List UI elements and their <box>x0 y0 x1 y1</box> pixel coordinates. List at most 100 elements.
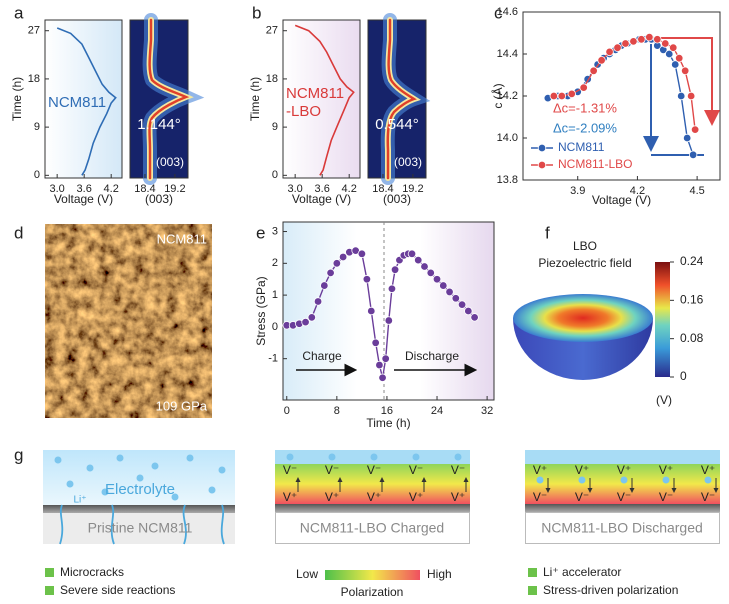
x-tick-label: 3.0 <box>50 183 65 195</box>
y-tick-label: 18 <box>266 73 278 85</box>
shift-label: 0.544° <box>375 116 419 133</box>
point <box>357 249 367 258</box>
point <box>680 66 690 75</box>
point <box>549 91 559 101</box>
x-axis-label: (003) <box>145 192 173 206</box>
charge-label: V⁻ <box>367 463 381 477</box>
x-axis-label: Voltage (V) <box>292 192 351 206</box>
charge-label: V⁻ <box>451 463 465 477</box>
ion <box>578 476 586 484</box>
legend-label: NCM811-LBO <box>558 157 632 171</box>
annotation: Δc=-1.31% <box>553 100 617 115</box>
y-tick-label: 13.8 <box>497 174 518 186</box>
x-tick-label: 19.2 <box>164 183 185 195</box>
charge-label: V⁺ <box>575 463 589 477</box>
polarization-bar <box>325 570 420 580</box>
panel-label: e <box>256 223 265 242</box>
x-tick-label: 3.0 <box>288 183 303 195</box>
y-tick-label: -1 <box>268 353 278 365</box>
y-tick-label: 9 <box>272 121 278 133</box>
point <box>690 125 700 134</box>
low-label: Low <box>296 567 318 581</box>
x-tick-label: 3.6 <box>315 183 330 195</box>
x-tick-label: 16 <box>381 405 393 417</box>
cathode <box>43 513 235 544</box>
title: LBO <box>573 239 597 253</box>
charge-label: V⁻ <box>617 490 631 504</box>
point <box>688 150 698 159</box>
x-tick-label: 32 <box>481 405 493 417</box>
x-tick-label: 4.2 <box>342 183 357 195</box>
charge-label: V⁺ <box>617 463 631 477</box>
ion <box>370 453 378 461</box>
plot-frame <box>282 19 361 179</box>
point <box>661 39 670 48</box>
unit: (V) <box>656 393 672 407</box>
legend-swatch <box>45 568 54 577</box>
interface <box>43 505 235 513</box>
y-tick-label: 0 <box>34 169 40 181</box>
y-axis-label: Time (h) <box>248 77 262 121</box>
y-axis-label: Stress (GPa) <box>254 276 268 345</box>
charge-label: V⁺ <box>283 490 297 504</box>
point <box>439 281 448 290</box>
legend-label: Severe side reactions <box>60 583 175 597</box>
legend-swatch <box>45 586 54 595</box>
point <box>407 249 417 258</box>
charge-label: V⁺ <box>367 490 381 504</box>
charge-label: V⁺ <box>701 463 715 477</box>
charge-label: V⁻ <box>325 463 339 477</box>
curve <box>294 24 355 176</box>
curve-label: NCM811 <box>286 85 344 102</box>
y-tick-label: 0 <box>272 321 278 333</box>
point <box>671 60 680 69</box>
electrolyte <box>525 450 720 464</box>
x-tick-label: 18.4 <box>134 183 155 195</box>
y-tick-label: 27 <box>266 25 278 37</box>
point <box>378 373 387 382</box>
point <box>629 37 638 46</box>
interface <box>525 504 720 512</box>
arrow <box>648 37 720 126</box>
afm-image <box>45 224 212 418</box>
y-tick-label: 2 <box>272 257 278 269</box>
annotation: Charge <box>302 349 342 363</box>
point <box>338 252 348 262</box>
panel-label: d <box>14 223 23 242</box>
ion <box>662 476 670 484</box>
sample-label: NCM811 <box>157 231 207 246</box>
y-tick-label: 3 <box>272 225 278 237</box>
charge-label: V⁻ <box>575 490 589 504</box>
x-tick-label: 3.9 <box>570 185 585 197</box>
point <box>426 268 435 278</box>
polarization-label: Polarization <box>341 585 404 599</box>
ion <box>328 453 336 461</box>
point <box>301 317 310 327</box>
x-axis-label: Voltage (V) <box>54 192 113 206</box>
colorbar <box>655 262 670 377</box>
x-axis-label: Time (h) <box>366 416 410 430</box>
x-tick-label: 3.6 <box>77 183 92 195</box>
annotation: Discharge <box>405 349 459 363</box>
point <box>676 91 686 101</box>
y-tick-label: 18 <box>28 73 40 85</box>
point <box>675 54 684 63</box>
charge-label: V⁻ <box>659 490 673 504</box>
colorbar-tick-label: 0.16 <box>680 293 704 307</box>
point <box>326 268 335 278</box>
ion <box>412 453 420 461</box>
legend-label: Stress-driven polarization <box>543 583 678 597</box>
x-axis-label: Voltage (V) <box>592 193 651 207</box>
point <box>637 35 646 44</box>
legend-label: Li⁺ accelerator <box>543 565 621 579</box>
ion-label: Li⁺ <box>73 495 86 506</box>
curve <box>56 27 117 176</box>
legend-marker <box>537 143 547 153</box>
heatmap-signal <box>142 13 205 185</box>
point <box>665 49 674 59</box>
y-axis-label: c (Å) <box>490 83 505 108</box>
point <box>313 297 323 306</box>
point <box>557 91 567 101</box>
charge-label: V⁺ <box>325 490 339 504</box>
